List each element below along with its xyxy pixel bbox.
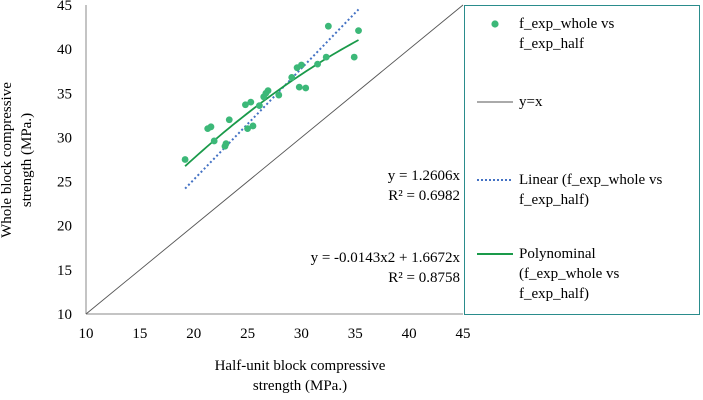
- data-point: [225, 116, 233, 124]
- data-point: [355, 27, 362, 35]
- y-equals-x-line: [85, 4, 464, 315]
- data-point: [247, 98, 255, 106]
- y-tick-label: 10: [57, 307, 72, 323]
- legend-text-yx: y=x: [519, 94, 543, 110]
- x-axis-title: Half-unit block compressive strength (MP…: [150, 356, 450, 396]
- legend-solid-line-icon: [477, 253, 513, 255]
- poly-equation: y = -0.0143x2 + 1.6672x: [310, 250, 460, 266]
- data-point: [295, 83, 303, 91]
- tick-labels: 10 15 20 25 30 35 40 45 10 15 20 25 30 35 40 45: [57, 0, 471, 342]
- data-point: [242, 101, 249, 109]
- x-tick-label: 15: [132, 326, 147, 342]
- linear-trendline: [184, 8, 360, 190]
- poly-equation-label: y = -0.0143x2 + 1.6672x R² = 0.8758: [262, 248, 460, 288]
- data-point: [302, 84, 310, 92]
- poly-r2: R² = 0.8758: [388, 270, 460, 286]
- data-point: [207, 123, 215, 131]
- x-tick-label: 30: [294, 326, 309, 342]
- x-tick-label: 20: [186, 326, 201, 342]
- legend-text-linear: Linear (f_exp_whole vs f_exp_half): [519, 172, 663, 208]
- data-point: [256, 102, 263, 110]
- x-tick-label: 35: [348, 326, 363, 342]
- legend-marker-dot-icon: [491, 20, 499, 28]
- legend-line-icon: [477, 101, 513, 103]
- x-axis-title-line1: Half-unit block compressive: [214, 358, 386, 374]
- x-tick-label: 45: [456, 326, 471, 342]
- polynomial-trendline: [184, 39, 359, 167]
- data-point: [298, 61, 305, 69]
- linear-r2: R² = 0.6982: [388, 188, 460, 204]
- data-point: [210, 137, 218, 145]
- legend-text-scatter: f_exp_whole vs f_exp_half: [519, 16, 615, 52]
- linear-equation: y = 1.2606x: [387, 168, 460, 184]
- y-tick-label: 40: [57, 42, 72, 58]
- y-tick-label: 20: [57, 219, 72, 235]
- data-point: [249, 122, 257, 130]
- legend-dotted-line-icon: [477, 179, 513, 181]
- data-point: [244, 125, 251, 132]
- y-tick-label: 45: [57, 0, 72, 14]
- x-tick-label: 25: [240, 326, 255, 342]
- data-point: [264, 87, 272, 95]
- y-tick-label: 15: [57, 263, 72, 279]
- x-axis-title-line2: strength (MPa.): [252, 378, 348, 394]
- data-point: [350, 53, 358, 61]
- y-axis-title-line1: Whole block compressive: [0, 82, 15, 238]
- data-point: [222, 140, 230, 148]
- data-point: [181, 156, 189, 163]
- y-tick-label: 25: [57, 175, 72, 191]
- data-point: [324, 22, 332, 30]
- data-point: [322, 53, 330, 61]
- axes: [85, 5, 463, 315]
- legend-text-poly: Polynominal (f_exp_whole vs f_exp_half): [519, 246, 620, 302]
- y-axis-title-line2: strength (MPa.): [19, 112, 35, 208]
- x-tick-label: 10: [79, 326, 94, 342]
- linear-equation-label: y = 1.2606x R² = 0.6982: [352, 166, 460, 206]
- data-point: [275, 91, 283, 99]
- legend: f_exp_whole vs f_exp_half y=x Linear (f_…: [464, 5, 700, 315]
- x-tick-label: 40: [402, 326, 417, 342]
- scatter-points: [181, 22, 362, 163]
- y-tick-label: 35: [57, 86, 72, 102]
- y-axis-title: Whole block compressive strength (MPa.): [0, 30, 37, 290]
- data-point: [314, 60, 321, 68]
- data-point: [288, 73, 296, 81]
- y-tick-label: 30: [57, 130, 72, 146]
